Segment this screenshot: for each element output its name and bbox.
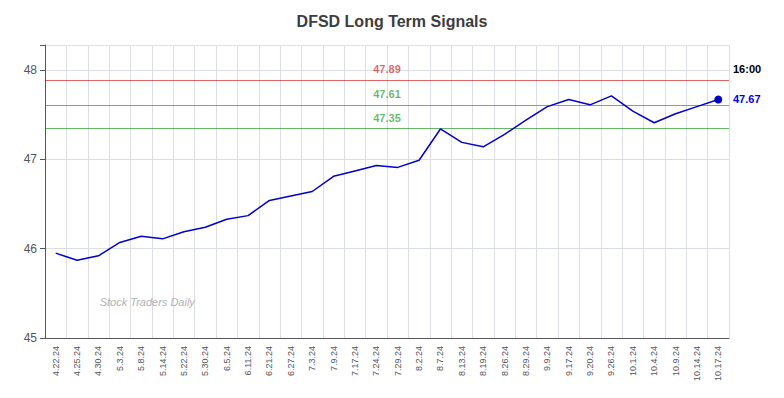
svg-text:7.9.24: 7.9.24 [329, 346, 339, 371]
svg-text:45: 45 [24, 331, 38, 345]
svg-text:8.19.24: 8.19.24 [478, 346, 488, 376]
svg-text:8.2.24: 8.2.24 [414, 346, 424, 371]
svg-text:10.4.24: 10.4.24 [649, 346, 659, 376]
svg-text:6.11.24: 6.11.24 [243, 346, 253, 375]
svg-text:10.14.24: 10.14.24 [692, 346, 702, 381]
svg-text:10.17.24: 10.17.24 [713, 346, 723, 381]
svg-text:10.1.24: 10.1.24 [628, 346, 638, 376]
svg-text:9.17.24: 9.17.24 [564, 346, 574, 376]
svg-text:16:00: 16:00 [733, 63, 761, 75]
svg-text:47: 47 [24, 152, 38, 166]
svg-text:5.30.24: 5.30.24 [200, 346, 210, 376]
svg-text:47.67: 47.67 [733, 93, 761, 105]
svg-text:46: 46 [24, 242, 38, 256]
svg-text:47.61: 47.61 [373, 88, 401, 100]
svg-text:7.17.24: 7.17.24 [350, 346, 360, 376]
svg-text:6.5.24: 6.5.24 [222, 346, 232, 371]
svg-text:5.14.24: 5.14.24 [158, 346, 168, 376]
svg-text:4.25.24: 4.25.24 [72, 346, 82, 376]
svg-text:10.9.24: 10.9.24 [671, 346, 681, 376]
svg-text:9.20.24: 9.20.24 [585, 346, 595, 376]
svg-text:47.89: 47.89 [373, 63, 401, 75]
svg-text:4.22.24: 4.22.24 [51, 346, 61, 376]
svg-text:8.29.24: 8.29.24 [521, 346, 531, 376]
svg-text:9.9.24: 9.9.24 [542, 346, 552, 371]
svg-text:9.26.24: 9.26.24 [606, 346, 616, 376]
svg-text:5.22.24: 5.22.24 [179, 346, 189, 376]
svg-text:DFSD Long Term Signals: DFSD Long Term Signals [297, 13, 488, 30]
svg-text:Stock Traders Daily: Stock Traders Daily [100, 296, 197, 308]
svg-text:47.35: 47.35 [373, 112, 401, 124]
svg-text:7.29.24: 7.29.24 [393, 346, 403, 376]
svg-text:48: 48 [24, 63, 38, 77]
svg-text:6.21.24: 6.21.24 [264, 346, 274, 376]
svg-text:5.8.24: 5.8.24 [136, 346, 146, 371]
svg-text:8.26.24: 8.26.24 [500, 346, 510, 376]
svg-text:4.30.24: 4.30.24 [93, 346, 103, 376]
svg-text:7.3.24: 7.3.24 [307, 346, 317, 371]
svg-text:5.3.24: 5.3.24 [115, 346, 125, 371]
svg-text:8.13.24: 8.13.24 [457, 346, 467, 376]
svg-text:6.27.24: 6.27.24 [286, 346, 296, 376]
svg-text:7.24.24: 7.24.24 [371, 346, 381, 376]
svg-text:8.7.24: 8.7.24 [435, 346, 445, 371]
